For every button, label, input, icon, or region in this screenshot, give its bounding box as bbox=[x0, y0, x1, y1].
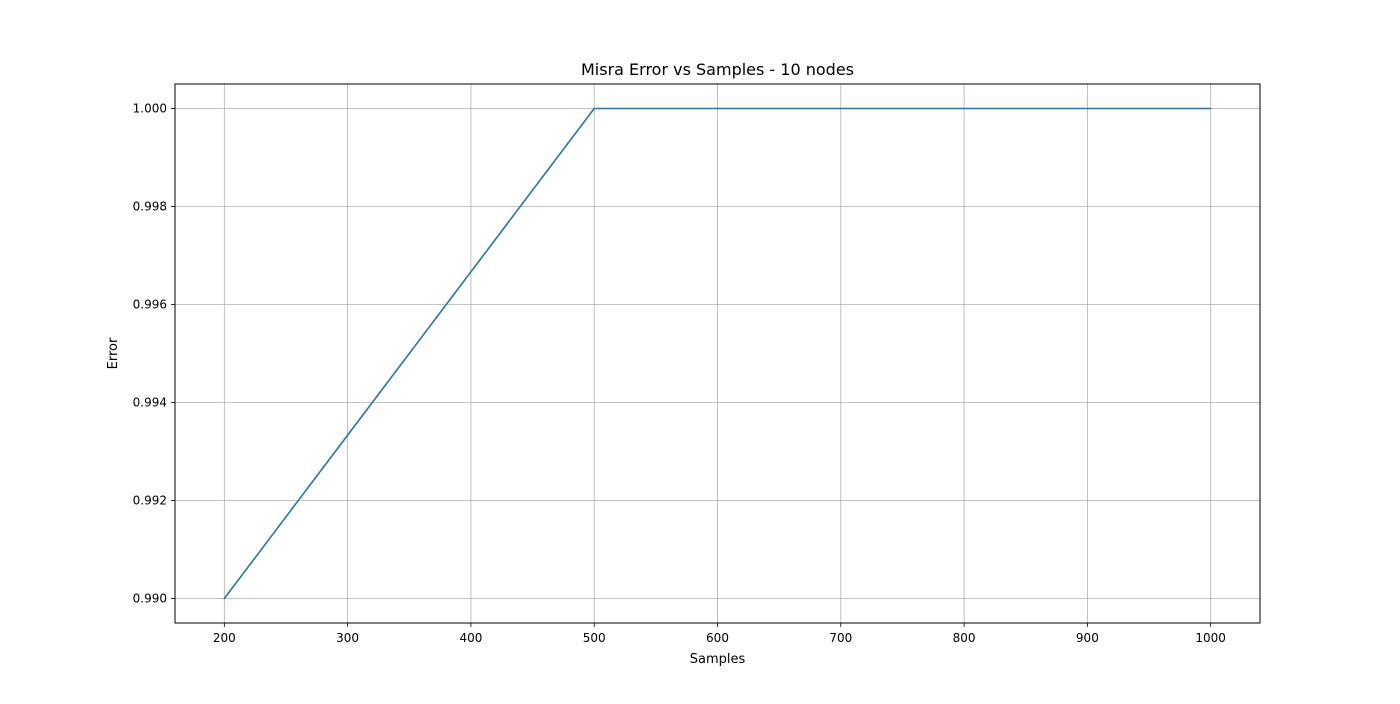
y-tick-label: 0.998 bbox=[133, 200, 167, 214]
x-tick-label: 300 bbox=[336, 631, 359, 645]
series-line-0 bbox=[223, 107, 1212, 600]
x-tick-label: 800 bbox=[953, 631, 976, 645]
x-tick-label: 700 bbox=[829, 631, 852, 645]
y-tick-label: 0.994 bbox=[133, 396, 167, 410]
y-tick-label: 1.000 bbox=[133, 102, 167, 116]
ticks: 200 300 400 500 600 700 800 900 1000 0.990 0.992 0.… bbox=[133, 102, 1226, 646]
chart-title: Misra Error vs Samples - 10 nodes bbox=[581, 60, 854, 79]
x-tick-label: 200 bbox=[213, 631, 236, 645]
y-axis-label: Error bbox=[106, 337, 121, 369]
x-tick-label: 400 bbox=[459, 631, 482, 645]
series-layer bbox=[223, 107, 1212, 600]
x-tick-label: 500 bbox=[583, 631, 606, 645]
x-tick-label: 1000 bbox=[1195, 631, 1226, 645]
x-tick-label: 600 bbox=[706, 631, 729, 645]
y-tick-label: 0.996 bbox=[133, 298, 167, 312]
y-tick-label: 0.990 bbox=[133, 592, 167, 606]
x-tick-label: 900 bbox=[1076, 631, 1099, 645]
grid bbox=[175, 84, 1260, 623]
y-tick-label: 0.992 bbox=[133, 494, 167, 508]
x-axis-label: Samples bbox=[690, 652, 746, 667]
